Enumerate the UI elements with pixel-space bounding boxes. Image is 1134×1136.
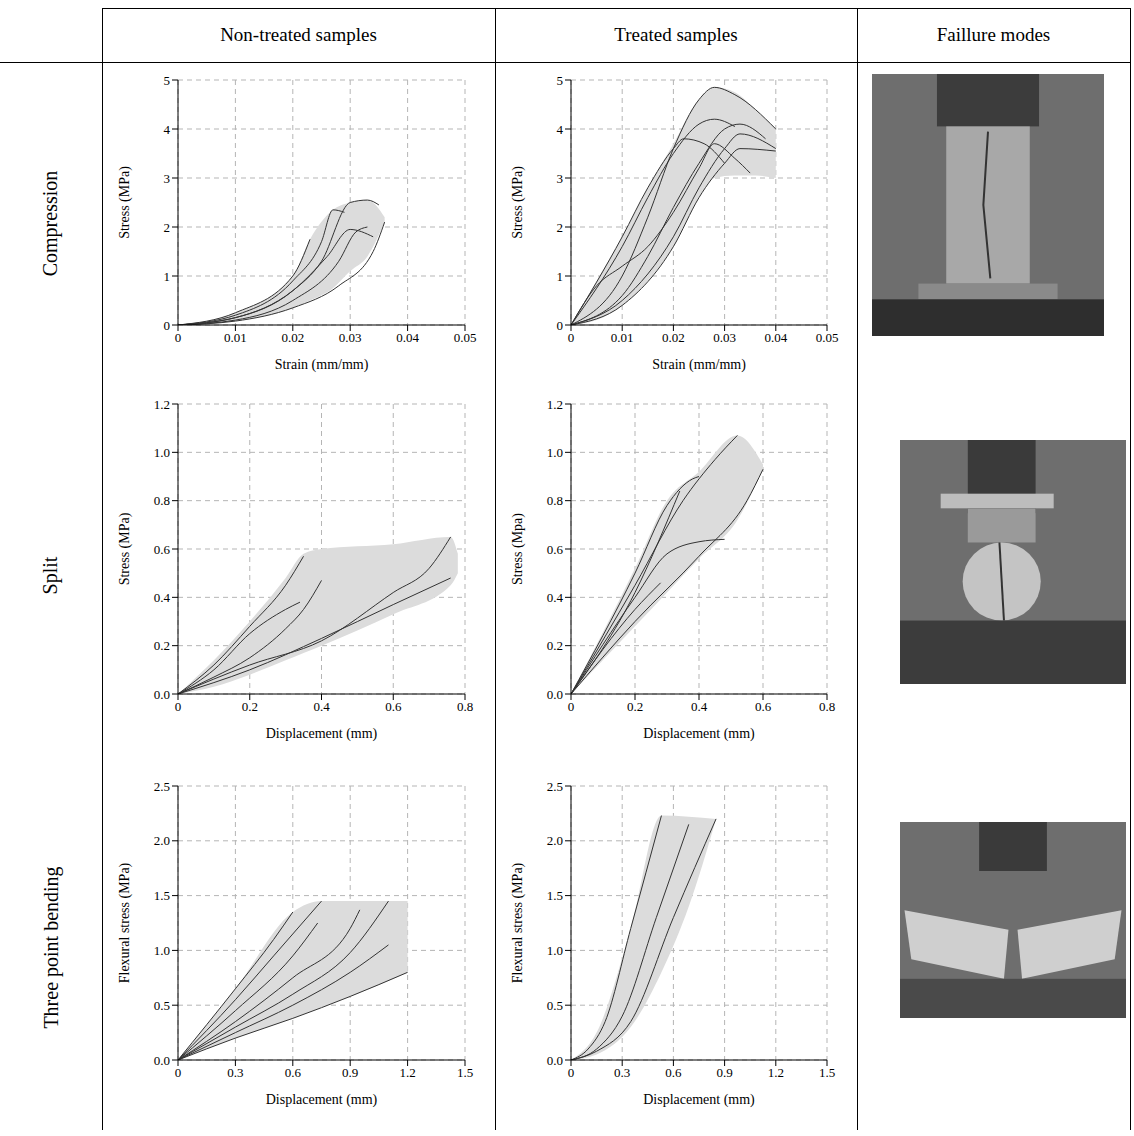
svg-text:0.6: 0.6 — [285, 1065, 302, 1080]
svg-text:0.8: 0.8 — [819, 699, 835, 714]
html-text:Split: Split — [39, 556, 62, 594]
svg-text:4: 4 — [557, 122, 564, 137]
svg-text:0.02: 0.02 — [662, 330, 685, 345]
svg-text:0.6: 0.6 — [755, 699, 772, 714]
svg-text:0.3: 0.3 — [227, 1065, 243, 1080]
svg-text:0.8: 0.8 — [457, 699, 473, 714]
svg-text:1.5: 1.5 — [457, 1065, 473, 1080]
svg-text:Displacement (mm): Displacement (mm) — [266, 1092, 378, 1108]
svg-text:Stress (MPa): Stress (MPa) — [117, 166, 133, 239]
svg-text:2.5: 2.5 — [547, 779, 563, 794]
svg-text:1.0: 1.0 — [154, 943, 170, 958]
svg-text:Stress (MPa): Stress (MPa) — [117, 512, 133, 585]
svg-text:0.5: 0.5 — [154, 998, 170, 1013]
svg-text:0.6: 0.6 — [385, 699, 402, 714]
svg-text:Displacement (mm): Displacement (mm) — [643, 1092, 755, 1108]
svg-text:0.04: 0.04 — [764, 330, 787, 345]
svg-text:Strain (mm/mm): Strain (mm/mm) — [652, 357, 746, 373]
svg-text:0.2: 0.2 — [547, 638, 563, 653]
svg-text:1.2: 1.2 — [547, 397, 563, 412]
svg-text:1.2: 1.2 — [768, 1065, 784, 1080]
svg-text:1.5: 1.5 — [819, 1065, 835, 1080]
svg-text:0.4: 0.4 — [691, 699, 708, 714]
svg-text:0: 0 — [164, 318, 171, 333]
svg-text:1.2: 1.2 — [154, 397, 170, 412]
html-text:Treated samples: Treated samples — [614, 24, 738, 45]
svg-text:0.4: 0.4 — [547, 590, 564, 605]
svg-text:0: 0 — [175, 699, 182, 714]
html-text:Non-treated samples: Non-treated samples — [220, 24, 377, 45]
svg-text:0.4: 0.4 — [313, 699, 330, 714]
svg-text:0.0: 0.0 — [547, 1053, 563, 1068]
svg-text:Flexural stress (MPa): Flexural stress (MPa) — [117, 862, 133, 983]
svg-text:0.05: 0.05 — [454, 330, 477, 345]
svg-text:2.0: 2.0 — [154, 833, 170, 848]
svg-text:2: 2 — [164, 220, 171, 235]
svg-text:0: 0 — [568, 699, 575, 714]
svg-text:3: 3 — [557, 171, 564, 186]
svg-text:0.9: 0.9 — [342, 1065, 358, 1080]
svg-text:0.2: 0.2 — [154, 638, 170, 653]
svg-text:Flexural stress (MPa): Flexural stress (MPa) — [510, 862, 526, 983]
svg-text:0.2: 0.2 — [242, 699, 258, 714]
svg-text:1.0: 1.0 — [547, 445, 563, 460]
svg-text:0.8: 0.8 — [154, 493, 170, 508]
svg-text:0.0: 0.0 — [154, 1053, 170, 1068]
svg-text:0.3: 0.3 — [614, 1065, 630, 1080]
svg-text:1: 1 — [557, 269, 564, 284]
svg-text:Displacement (mm): Displacement (mm) — [266, 726, 378, 742]
svg-text:5: 5 — [557, 73, 564, 88]
html-text:Faillure modes: Faillure modes — [936, 24, 1051, 45]
svg-text:2: 2 — [557, 220, 564, 235]
html-text:Compression: Compression — [39, 170, 62, 277]
svg-text:0: 0 — [175, 1065, 182, 1080]
svg-text:0: 0 — [557, 318, 564, 333]
svg-text:2.5: 2.5 — [154, 779, 170, 794]
svg-text:0.01: 0.01 — [224, 330, 247, 345]
svg-text:0.6: 0.6 — [547, 542, 564, 557]
svg-text:0.9: 0.9 — [716, 1065, 732, 1080]
svg-text:0.2: 0.2 — [627, 699, 643, 714]
svg-text:0: 0 — [568, 1065, 575, 1080]
html-text:Three point bending: Three point bending — [39, 866, 62, 1029]
svg-text:1.0: 1.0 — [547, 943, 563, 958]
svg-text:0: 0 — [568, 330, 575, 345]
svg-text:0.5: 0.5 — [547, 998, 563, 1013]
svg-text:3: 3 — [164, 171, 171, 186]
svg-text:Displacement (mm): Displacement (mm) — [643, 726, 755, 742]
svg-text:2.0: 2.0 — [547, 833, 563, 848]
svg-text:1.5: 1.5 — [154, 888, 170, 903]
svg-text:1: 1 — [164, 269, 171, 284]
svg-text:Stress (Mpa): Stress (Mpa) — [510, 513, 526, 585]
svg-text:0.04: 0.04 — [396, 330, 419, 345]
svg-text:Strain (mm/mm): Strain (mm/mm) — [275, 357, 369, 373]
svg-text:5: 5 — [164, 73, 171, 88]
svg-text:0.0: 0.0 — [154, 687, 170, 702]
svg-text:0.05: 0.05 — [816, 330, 839, 345]
svg-text:0.8: 0.8 — [547, 493, 563, 508]
svg-text:1.0: 1.0 — [154, 445, 170, 460]
svg-text:1.5: 1.5 — [547, 888, 563, 903]
svg-text:0.03: 0.03 — [713, 330, 736, 345]
svg-text:0.0: 0.0 — [547, 687, 563, 702]
svg-text:Stress (MPa): Stress (MPa) — [510, 166, 526, 239]
svg-text:4: 4 — [164, 122, 171, 137]
svg-text:0.03: 0.03 — [339, 330, 362, 345]
svg-text:0.6: 0.6 — [154, 542, 171, 557]
svg-text:0.01: 0.01 — [611, 330, 634, 345]
svg-text:0.6: 0.6 — [665, 1065, 682, 1080]
svg-text:0: 0 — [175, 330, 182, 345]
svg-text:1.2: 1.2 — [399, 1065, 415, 1080]
svg-text:0.02: 0.02 — [281, 330, 304, 345]
svg-text:0.4: 0.4 — [154, 590, 171, 605]
